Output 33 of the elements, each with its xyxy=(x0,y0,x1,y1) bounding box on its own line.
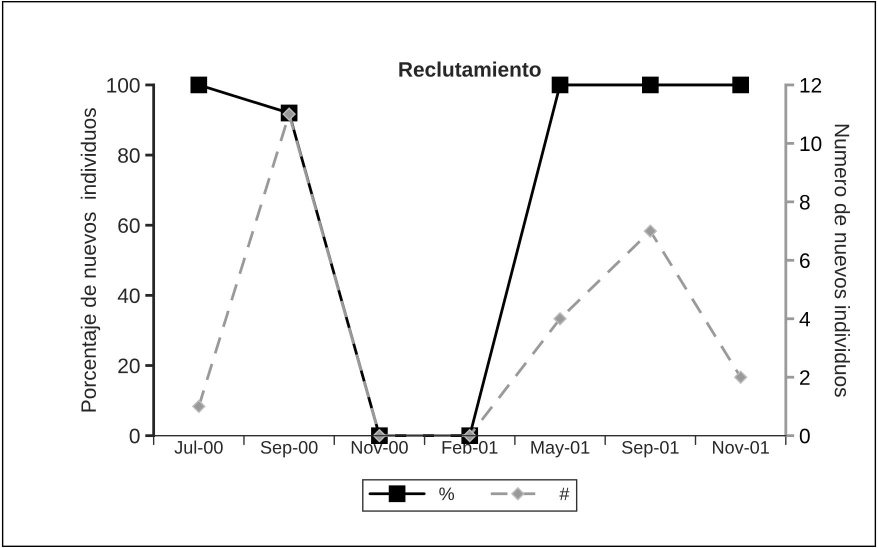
legend-label: # xyxy=(559,488,570,500)
x-tick-label: Sep-00 xyxy=(260,441,318,458)
y-tick-label: 40 xyxy=(118,288,140,304)
x-tick-label: Nov-00 xyxy=(352,441,408,454)
y-tick-label: 100 xyxy=(107,78,140,93)
x-tick-label: Nov-01 xyxy=(713,441,769,454)
y2-tick-label: 8 xyxy=(800,194,810,210)
y-tick-label: 20 xyxy=(118,358,140,374)
y-axis-title: Porcentaje de nuevos individuos xyxy=(80,108,100,412)
x-tick-label: Sep-01 xyxy=(622,441,679,458)
y2-tick-label: 6 xyxy=(800,253,810,268)
point xyxy=(553,312,567,326)
point xyxy=(732,76,749,94)
point xyxy=(190,76,208,94)
y-tick-label: 0 xyxy=(130,428,140,444)
y-tick-label: 60 xyxy=(118,218,140,233)
y2-tick-label: 4 xyxy=(799,312,810,326)
y2-tick-label: 0 xyxy=(800,428,810,444)
point xyxy=(642,76,659,94)
y-tick-label: 80 xyxy=(118,148,140,163)
x-tick-label: Jul-00 xyxy=(174,440,223,454)
legend-label: % xyxy=(439,488,454,500)
y2-tick-label: 12 xyxy=(800,78,822,92)
point xyxy=(192,400,206,414)
y2-axis-title: Numero de nuevos individuos xyxy=(834,124,850,397)
y2-tick-label: 10 xyxy=(800,136,822,152)
point xyxy=(552,76,568,94)
x-tick-label: Feb-01 xyxy=(442,440,498,454)
point xyxy=(734,370,748,384)
x-tick-label: May-01 xyxy=(531,441,590,458)
y2-tick-label: 2 xyxy=(800,370,810,385)
chart-title: Reclutamiento xyxy=(399,62,541,77)
point xyxy=(644,224,657,238)
